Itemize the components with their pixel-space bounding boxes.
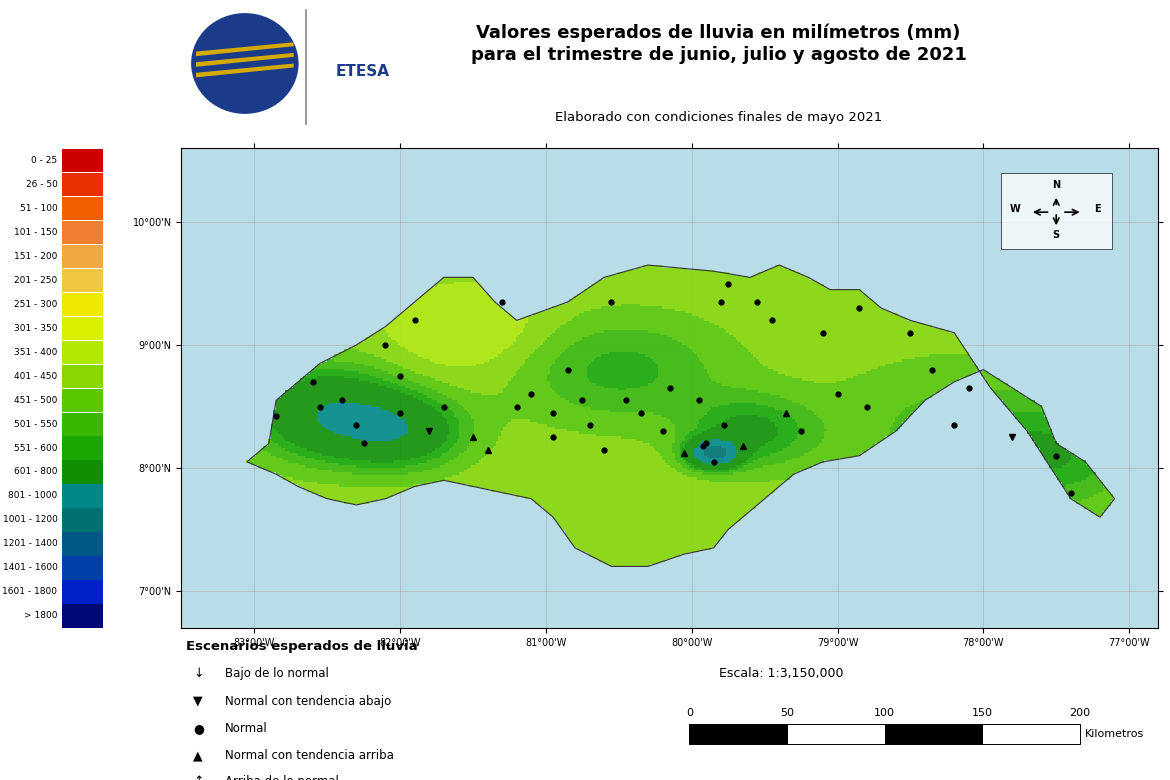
Bar (62, 460, 103, 484)
Text: 601 - 800: 601 - 800 (14, 467, 57, 477)
Bar (62, 245, 103, 268)
Text: 51 - 100: 51 - 100 (20, 204, 57, 213)
Text: 200: 200 (1069, 707, 1090, 718)
Text: 0 - 25: 0 - 25 (32, 156, 57, 165)
Text: N: N (1052, 179, 1060, 190)
Text: 50: 50 (780, 707, 794, 718)
Text: 451 - 500: 451 - 500 (14, 395, 57, 405)
Bar (62, 364, 103, 388)
Text: ETESA: ETESA (336, 64, 390, 79)
Bar (62, 221, 103, 244)
Text: 150: 150 (972, 707, 993, 718)
Polygon shape (197, 63, 294, 77)
Text: 26 - 50: 26 - 50 (26, 179, 57, 189)
Text: 801 - 1000: 801 - 1000 (8, 491, 57, 501)
Text: Bajo de lo normal: Bajo de lo normal (226, 668, 329, 680)
Bar (62, 268, 103, 292)
Text: Normal con tendencia arriba: Normal con tendencia arriba (226, 750, 394, 762)
Bar (62, 388, 103, 412)
Text: Kilometros: Kilometros (1085, 729, 1144, 739)
Bar (62, 604, 103, 628)
Text: W: W (1010, 204, 1020, 215)
Text: Valores esperados de lluvia en milímetros (mm)
para el trimestre de junio, julio: Valores esperados de lluvia en milímetro… (470, 23, 966, 65)
Text: Normal con tendencia abajo: Normal con tendencia abajo (226, 695, 392, 707)
Text: 551 - 600: 551 - 600 (14, 444, 57, 452)
Text: ▲: ▲ (193, 750, 202, 762)
Bar (62, 317, 103, 340)
Text: ↓: ↓ (193, 668, 204, 680)
Text: Escala: 1:3,150,000: Escala: 1:3,150,000 (718, 668, 844, 680)
Text: 1001 - 1200: 1001 - 1200 (2, 516, 57, 524)
Text: 351 - 400: 351 - 400 (14, 348, 57, 356)
Text: E: E (1094, 204, 1100, 215)
Text: 151 - 200: 151 - 200 (14, 252, 57, 261)
Bar (787, 725, 885, 743)
Text: 301 - 350: 301 - 350 (14, 324, 57, 332)
Text: Normal: Normal (226, 722, 268, 735)
Bar (62, 292, 103, 316)
Polygon shape (197, 42, 294, 56)
Text: 501 - 550: 501 - 550 (14, 420, 57, 428)
Text: Arriba de lo normal: Arriba de lo normal (226, 775, 339, 780)
Bar (983, 725, 1080, 743)
Text: 100: 100 (874, 707, 895, 718)
Text: Escenarios esperados de lluvia: Escenarios esperados de lluvia (186, 640, 418, 653)
Text: 101 - 150: 101 - 150 (14, 228, 57, 236)
Bar (62, 556, 103, 580)
Bar (62, 437, 103, 460)
Bar (689, 725, 787, 743)
Bar (62, 509, 103, 532)
Bar (62, 149, 103, 172)
Text: 201 - 250: 201 - 250 (14, 275, 57, 285)
Bar (62, 484, 103, 508)
Text: ↑: ↑ (193, 775, 204, 780)
Text: 1601 - 1800: 1601 - 1800 (2, 587, 57, 597)
Text: 401 - 450: 401 - 450 (14, 371, 57, 381)
Ellipse shape (191, 13, 298, 114)
Text: 0: 0 (686, 707, 693, 718)
Bar (1000, 173, 1112, 249)
Polygon shape (197, 53, 294, 67)
Bar (62, 197, 103, 220)
Text: 1201 - 1400: 1201 - 1400 (2, 540, 57, 548)
Bar (885, 725, 983, 743)
Bar (62, 580, 103, 604)
Text: 1401 - 1600: 1401 - 1600 (2, 563, 57, 573)
Text: S: S (1053, 230, 1060, 240)
Text: ●: ● (193, 722, 204, 735)
Bar (62, 341, 103, 364)
Bar (62, 413, 103, 436)
Text: 251 - 300: 251 - 300 (14, 300, 57, 309)
Bar (62, 533, 103, 556)
Bar (62, 172, 103, 196)
Text: > 1800: > 1800 (23, 612, 57, 620)
Text: ▼: ▼ (193, 695, 202, 707)
Text: Elaborado con condiciones finales de mayo 2021: Elaborado con condiciones finales de may… (555, 112, 882, 124)
